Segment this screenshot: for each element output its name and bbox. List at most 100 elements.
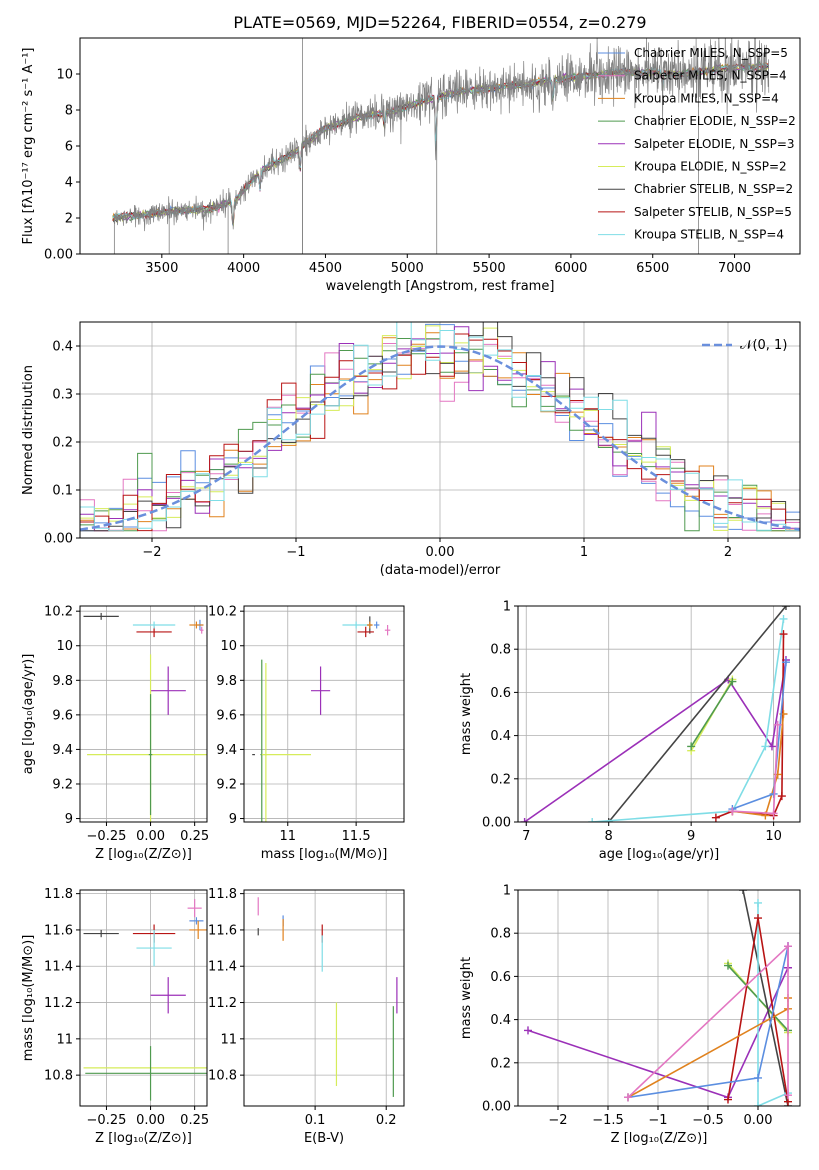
weight-marker [784, 942, 792, 951]
y-tick-label: 4 [65, 176, 73, 191]
x-tick-label: 5500 [473, 261, 506, 276]
x-tick-label: −0.25 [87, 829, 127, 844]
histogram-chabrier_miles [80, 323, 800, 532]
y-tick-label: 9.4 [52, 743, 73, 758]
x-axis-label: Z [log₁₀(Z/Z⊙)] [95, 847, 192, 862]
y-tick-label: 9.2 [52, 777, 73, 792]
weight-marker [724, 1095, 732, 1104]
legend-label: Kroupa MILES, N_SSP=4 [634, 91, 779, 105]
legend-label: Chabrier MILES, N_SSP=5 [634, 46, 788, 60]
y-tick-label: 11.4 [208, 960, 237, 975]
errorbar-point-chabrier_stelib [83, 612, 119, 620]
y-tick-label: 11.6 [44, 923, 73, 938]
errorbar-point-salpeter_elodie [150, 666, 186, 715]
x-axis-label: mass [log₁₀(M/M⊙)] [261, 847, 388, 862]
x-tick-label: −2 [142, 545, 161, 560]
weight-marker [728, 807, 737, 816]
weight-marker [520, 818, 529, 822]
y-tick-label: 0.00 [482, 816, 511, 831]
y-tick-label: 8 [65, 104, 73, 119]
y-axis-label: mass weight [459, 957, 474, 1039]
x-tick-label: 10 [765, 829, 782, 844]
weight-marker [754, 1102, 762, 1106]
weight-marker [624, 1093, 632, 1102]
x-tick-label: 0.2 [376, 1113, 397, 1128]
y-tick-label: 11 [56, 1032, 73, 1047]
normal-curve [80, 345, 800, 531]
x-tick-label: −0.25 [87, 1113, 127, 1128]
plot-area-age_vs_mass [252, 616, 391, 822]
y-tick-label: 11.2 [44, 996, 73, 1011]
axes-frame [243, 605, 405, 823]
y-axis-label: Normed distribution [21, 365, 36, 495]
axes-mass_vs_Z: −0.25 0.00 0.25 10.8 11 11.2 11.4 11.6 11.8 Z [lo… [21, 887, 209, 1146]
plot-area-mass_vs_ebv [257, 897, 398, 1097]
weight-line-kroupa_stelib [592, 618, 785, 822]
observed-spectrum [114, 38, 770, 232]
y-tick-label: 0.00 [44, 532, 73, 547]
y-axis-label: Flux [fλ10⁻¹⁷ erg cm⁻² s⁻¹ A⁻¹] [21, 48, 36, 245]
axes-mass_vs_ebv: 0.1 0.2 10.8 11 11.2 11.4 11.6 11.8 E(B-V) [208, 887, 405, 1146]
errorbar-point-kroupa_stelib [132, 621, 176, 629]
y-tick-label: 9 [229, 812, 237, 827]
y-tick-label: 10.2 [44, 605, 73, 620]
y-tick-label: 9.6 [52, 708, 73, 723]
x-tick-label: −1.5 [592, 1113, 624, 1128]
x-axis-label: E(B-V) [304, 1131, 344, 1146]
errorbar-point-salpeter_stelib [357, 626, 374, 638]
x-tick-label: 4000 [227, 261, 260, 276]
errorbar-point-kroupa_stelib [342, 621, 370, 629]
axes-frame [517, 605, 801, 823]
weight-marker [773, 720, 782, 729]
x-tick-label: 7000 [718, 261, 751, 276]
legend-label: Kroupa STELIB, N_SSP=4 [634, 228, 784, 242]
x-tick-label: 3500 [145, 261, 178, 276]
errorbar-point-kroupa_miles [189, 920, 207, 940]
weight-marker [739, 890, 747, 894]
x-axis-label: age [log₁₀(age/yr)] [599, 847, 720, 862]
y-tick-label: 0.4 [490, 1013, 511, 1028]
x-tick-label: 0.00 [744, 1113, 773, 1128]
axes-mass_weight_vs_age: 7 8 9 10 0.00 0.2 0.4 0.6 0.8 1 age [log₁₀(age/yr)… [459, 600, 801, 862]
x-axis-label: wavelength [Angstrom, rest frame] [326, 279, 555, 294]
legend-label: Salpeter MILES, N_SSP=4 [634, 69, 787, 83]
y-tick-label: 0.6 [490, 970, 511, 985]
y-axis-label: age [log₁₀(age/yr)] [21, 654, 36, 775]
x-tick-label: 1 [580, 545, 588, 560]
x-axis-label: Z [log₁₀(Z/Z⊙)] [95, 1131, 192, 1146]
y-tick-label: 9.2 [216, 777, 237, 792]
y-tick-label: 11.8 [208, 887, 237, 902]
y-tick-label: 0.4 [490, 729, 511, 744]
errorbar-point-chabrier_elodie [148, 694, 153, 816]
legend-label: Salpeter ELODIE, N_SSP=3 [634, 137, 795, 151]
plot-area-residuals [80, 322, 800, 532]
figure-title: PLATE=0569, MJD=52264, FIBERID=0554, z=0… [233, 13, 646, 32]
weight-marker [588, 818, 597, 822]
errorbar-point-salpeter_elodie [311, 666, 331, 715]
x-axis-label: Z [log₁₀(Z/Z⊙)] [611, 1131, 708, 1146]
x-tick-label: 2 [724, 545, 732, 560]
axes-frame [79, 37, 801, 255]
plot-area-age_vs_Z [83, 612, 207, 822]
weight-marker [604, 818, 613, 822]
x-tick-label: 0.00 [426, 545, 455, 560]
plot-area-spectrum [112, 38, 770, 254]
errorbar-point-kroupa_miles [367, 621, 373, 629]
x-tick-label: 0.1 [305, 1113, 326, 1128]
y-tick-label: 0.3 [52, 388, 73, 403]
x-tick-label: 6500 [636, 261, 669, 276]
y-tick-label: 11.8 [44, 887, 73, 902]
weight-marker [754, 1073, 762, 1082]
errorbar-point-salpeter_miles [199, 626, 204, 634]
x-tick-label: −1 [286, 545, 305, 560]
axes-frame [517, 889, 801, 1107]
weight-marker [728, 677, 737, 686]
legend-label: Chabrier ELODIE, N_SSP=2 [634, 114, 796, 128]
weight-line-chabrier_stelib [608, 606, 787, 822]
errorbar-point-salpeter_miles [187, 899, 202, 918]
axes-frame [79, 605, 208, 823]
legend-label: Salpeter STELIB, N_SSP=5 [634, 205, 792, 219]
axes-mass_weight_vs_Z: −2 −1.5 −1 −0.5 0.00 0.00 0.2 0.4 0.6 0.8 1 Z [log₁… [459, 884, 801, 1146]
x-tick-label: 0.25 [180, 829, 209, 844]
weight-marker [779, 614, 788, 623]
